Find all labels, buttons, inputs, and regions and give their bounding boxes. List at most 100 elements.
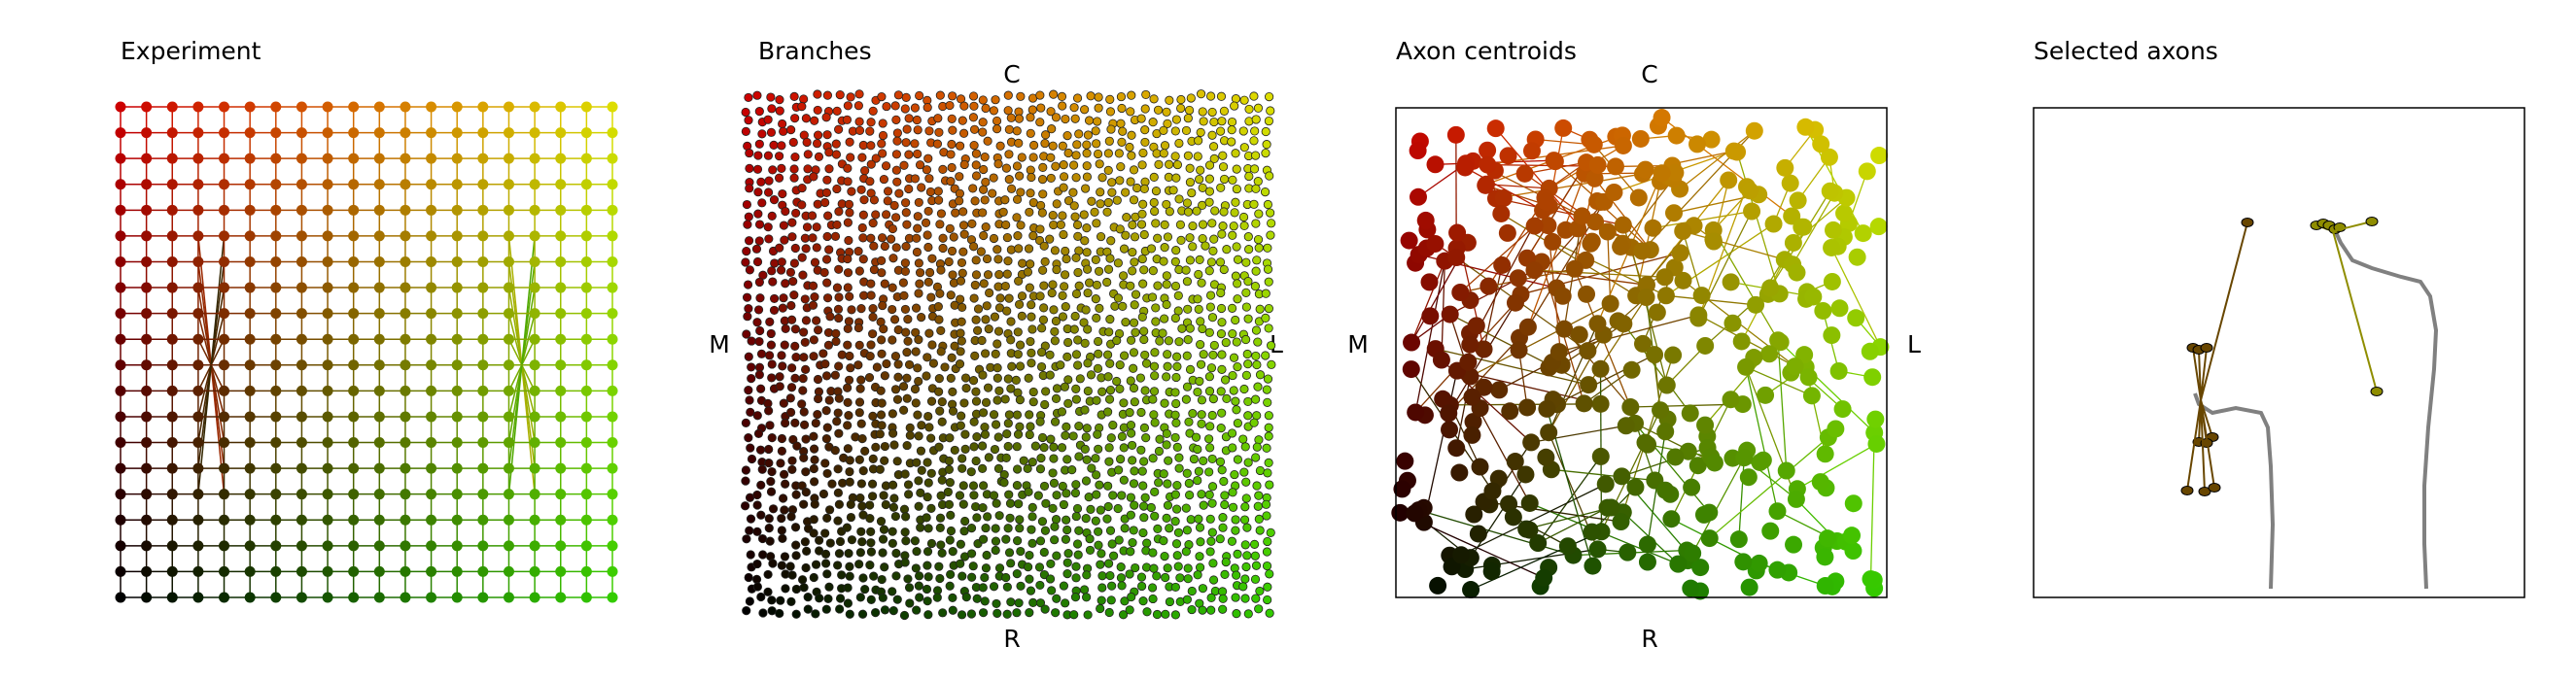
- branch-point: [1227, 117, 1237, 127]
- branch-point: [1149, 197, 1159, 208]
- branch-point: [764, 459, 774, 468]
- branch-point: [937, 548, 947, 558]
- branch-point: [812, 243, 821, 253]
- branch-point: [1012, 213, 1022, 222]
- branch-point: [745, 148, 754, 158]
- axon-branch: [2200, 399, 2213, 438]
- branch-point: [892, 177, 902, 187]
- branch-point: [821, 187, 832, 197]
- branch-point: [880, 605, 890, 615]
- branch-point: [1241, 288, 1251, 297]
- branch-point: [922, 584, 932, 595]
- branch-point: [900, 304, 911, 315]
- branch-point: [1050, 246, 1061, 255]
- branch-point: [1084, 116, 1095, 125]
- branch-point: [1181, 125, 1192, 136]
- branch-point: [1175, 573, 1185, 583]
- branch-point: [955, 196, 964, 206]
- branch-point: [903, 480, 914, 490]
- centroid-point: [1461, 335, 1479, 354]
- branch-point: [1171, 539, 1182, 549]
- branch-point: [1218, 151, 1228, 160]
- branch-point: [789, 173, 799, 183]
- branch-point: [809, 572, 818, 583]
- centroid-point: [1669, 555, 1688, 573]
- grid-node: [426, 437, 437, 449]
- centroid-point: [1743, 202, 1761, 221]
- grid-node: [503, 179, 514, 190]
- centroid-point: [1633, 334, 1652, 353]
- centroids-label-bottom: R: [1641, 625, 1657, 653]
- branch-point: [1070, 212, 1080, 221]
- branch-point: [769, 293, 780, 304]
- branch-point: [1013, 350, 1023, 359]
- branch-point: [1070, 311, 1080, 322]
- branch-point: [1151, 219, 1161, 228]
- grid-node: [373, 437, 385, 449]
- branch-point: [1086, 504, 1096, 514]
- branch-point: [1252, 442, 1262, 452]
- branch-point: [992, 245, 1002, 255]
- branch-point: [1082, 172, 1093, 182]
- branch-point: [1251, 351, 1261, 361]
- branch-point: [923, 524, 933, 533]
- branch-point: [774, 173, 784, 183]
- branch-point: [1063, 196, 1074, 206]
- branch-point: [1014, 598, 1024, 608]
- branch-point: [1050, 522, 1060, 531]
- branch-point: [798, 386, 808, 395]
- branch-point: [1041, 498, 1051, 508]
- branch-point: [1038, 162, 1048, 172]
- centroid-point: [1830, 299, 1849, 318]
- branch-point: [922, 371, 931, 381]
- branch-point: [914, 197, 923, 208]
- branch-point: [973, 304, 984, 314]
- branch-point: [960, 516, 970, 527]
- branch-point: [1012, 410, 1023, 420]
- grid-node: [580, 359, 592, 371]
- branch-point: [1163, 500, 1173, 510]
- branch-point: [1253, 501, 1263, 511]
- branch-point: [834, 264, 844, 274]
- centroid-link: [1738, 458, 1745, 540]
- grid-node: [477, 411, 489, 423]
- branch-point: [960, 429, 970, 439]
- branch-point: [978, 118, 988, 127]
- centroid-point: [1639, 435, 1657, 454]
- branch-point: [1242, 349, 1252, 359]
- branch-point: [1194, 466, 1203, 476]
- branch-point: [1087, 196, 1097, 206]
- branch-point: [1061, 302, 1070, 312]
- branch-point: [1171, 246, 1181, 255]
- branch-point: [1094, 266, 1104, 276]
- branch-point: [945, 100, 955, 111]
- centroid-point: [1588, 315, 1607, 333]
- branch-point: [1197, 410, 1206, 420]
- branch-point: [856, 185, 866, 194]
- centroid-point: [1823, 326, 1841, 345]
- branch-point: [1091, 255, 1100, 265]
- branch-point: [779, 398, 788, 408]
- branch-point: [1266, 208, 1275, 218]
- branch-point: [809, 352, 818, 361]
- centroid-point: [1829, 361, 1848, 380]
- grid-node: [141, 179, 153, 190]
- branch-point: [1019, 456, 1028, 465]
- grid-node: [529, 514, 540, 526]
- branch-point: [1162, 428, 1171, 439]
- branch-point: [1025, 574, 1034, 584]
- branch-point: [1198, 107, 1207, 117]
- centroid-point: [1601, 294, 1619, 313]
- branch-point: [1140, 137, 1150, 148]
- branch-point: [787, 456, 797, 465]
- branch-point: [1250, 551, 1260, 561]
- branch-point: [1222, 393, 1232, 403]
- branch-point: [763, 187, 774, 197]
- centroid-point: [1734, 553, 1753, 571]
- branch-point: [914, 501, 923, 511]
- branch-point: [948, 387, 957, 396]
- branch-point: [834, 428, 844, 438]
- grid-node: [115, 437, 126, 449]
- centroid-point: [1789, 191, 1807, 210]
- grid-node: [426, 462, 437, 474]
